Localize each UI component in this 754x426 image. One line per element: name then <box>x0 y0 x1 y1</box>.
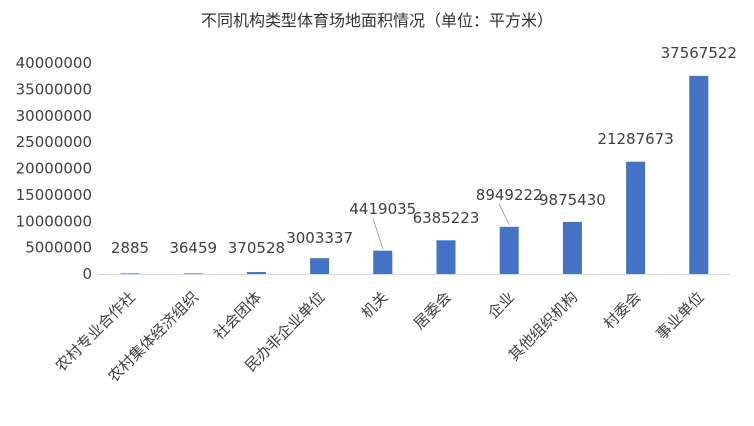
y-tick-label: 0 <box>82 265 92 283</box>
bar <box>246 272 266 274</box>
bar <box>562 221 582 274</box>
category-label: 企业 <box>484 288 518 322</box>
bar <box>310 258 330 274</box>
category-label: 村委会 <box>600 288 645 333</box>
bar <box>499 226 519 274</box>
data-label: 9875430 <box>539 191 606 209</box>
leader-line <box>498 203 510 226</box>
category-label: 事业单位 <box>652 288 707 343</box>
data-label: 4419035 <box>349 200 416 218</box>
data-label: 37567522 <box>661 44 737 62</box>
bar <box>120 273 140 274</box>
chart-title: 不同机构类型体育场地面积情况（单位：平方米） <box>201 11 553 30</box>
bars <box>120 75 709 274</box>
data-label: 36459 <box>169 239 217 257</box>
data-label: 8949222 <box>476 186 543 204</box>
bar <box>689 75 709 274</box>
bar <box>373 250 393 274</box>
x-axis: 农村专业合作社农村集体经济组织 社会团体民办非企业单位 机关 居委会 企业其他组织机构村… <box>52 288 708 386</box>
y-tick-label: 10000000 <box>16 212 92 230</box>
category-label: 机关 <box>358 288 392 322</box>
y-tick-label: 20000000 <box>16 160 92 178</box>
category-label: 社会团体 <box>210 288 265 343</box>
y-tick-label: 15000000 <box>16 186 92 204</box>
y-axis: 0 5000000 10000000 15000000 20000000 25000000… <box>16 54 730 283</box>
data-label: 21287673 <box>597 130 673 148</box>
data-label: 3003337 <box>286 229 353 247</box>
y-tick-label: 35000000 <box>16 80 92 98</box>
y-tick-label: 30000000 <box>16 107 92 125</box>
category-label: 居委会 <box>410 288 455 333</box>
data-label: 2885 <box>111 239 149 257</box>
data-label: 6385223 <box>413 209 480 227</box>
bar <box>436 240 456 274</box>
y-tick-label: 5000000 <box>25 239 92 257</box>
leader-line <box>372 217 384 249</box>
data-label: 370528 <box>228 239 285 257</box>
y-tick-label: 25000000 <box>16 133 92 151</box>
y-tick-label: 40000000 <box>16 54 92 72</box>
bar <box>626 161 646 274</box>
bar <box>183 273 203 274</box>
